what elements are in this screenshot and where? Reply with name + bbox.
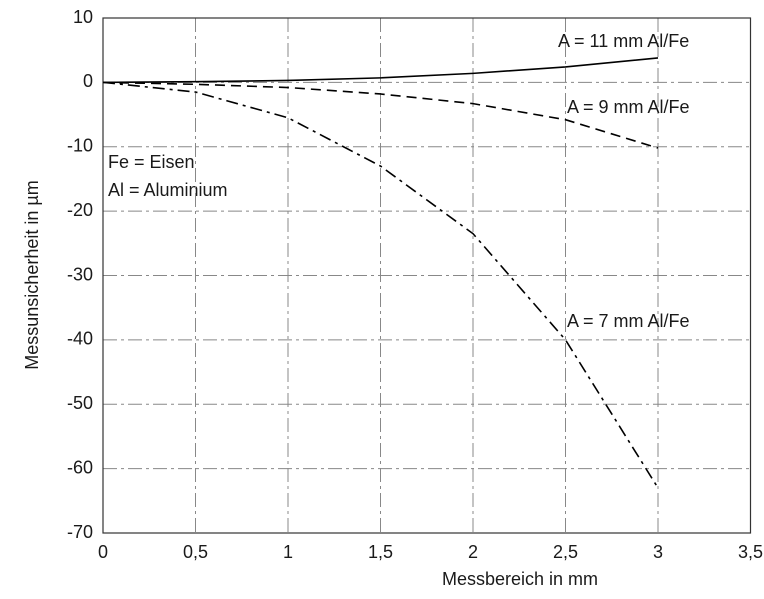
y-tick-label: 0 — [83, 71, 93, 91]
x-tick-label: 0 — [98, 542, 108, 562]
line-series — [102, 57, 659, 84]
x-tick-label: 3 — [653, 542, 663, 562]
x-tick-label: 3,5 — [738, 542, 763, 562]
y-tick-label: -20 — [67, 200, 93, 220]
y-tick-label: -60 — [67, 457, 93, 477]
y-tick-label: -70 — [67, 522, 93, 542]
series-label: A = 9 mm Al/Fe — [567, 97, 690, 117]
y-tick-label: -10 — [67, 136, 93, 156]
annotation: Fe = Eisen — [108, 152, 195, 172]
x-tick-label: 0,5 — [183, 542, 208, 562]
annotation: Al = Aluminium — [108, 180, 228, 200]
x-axis-label: Messbereich in mm — [442, 569, 598, 589]
y-tick-label: -30 — [67, 264, 93, 284]
series-label: A = 11 mm Al/Fe — [558, 31, 689, 51]
y-tick-label: -50 — [67, 393, 93, 413]
x-tick-label: 2,5 — [553, 542, 578, 562]
line-series — [102, 81, 659, 489]
plot-frame — [102, 17, 752, 534]
x-tick-label: 2 — [468, 542, 478, 562]
y-tick-label: 10 — [73, 7, 93, 27]
x-tick-label: 1 — [283, 542, 293, 562]
y-tick-label: -40 — [67, 329, 93, 349]
series-label: A = 7 mm Al/Fe — [567, 311, 690, 331]
x-tick-label: 1,5 — [368, 542, 393, 562]
y-axis-label: Messunsicherheit in µm — [22, 180, 42, 369]
line-series — [102, 81, 659, 149]
